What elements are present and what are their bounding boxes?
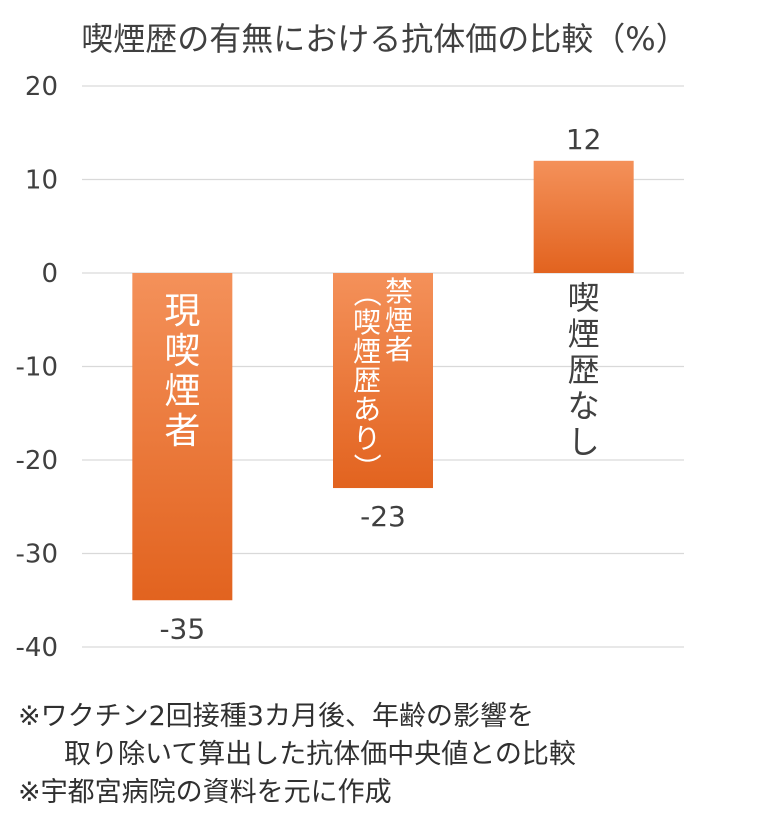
category-label: ） <box>350 453 383 481</box>
category-label: 喫 <box>353 306 381 339</box>
category-label: 喫 <box>568 279 600 317</box>
category-label: り <box>353 422 381 455</box>
data-label: -35 <box>159 612 205 645</box>
category-label: （ <box>350 279 383 307</box>
y-tick-label: 20 <box>25 72 58 102</box>
category-label: 現 <box>164 291 200 332</box>
bar <box>533 160 634 273</box>
category-label: 禁 <box>385 275 413 308</box>
y-tick-label: -40 <box>16 633 58 663</box>
chart-title: 喫煙歴の有無における抗体価の比較（%） <box>81 20 688 58</box>
category-label: 者 <box>164 411 200 452</box>
y-tick-label: -30 <box>16 540 58 570</box>
bar <box>333 273 433 489</box>
category-label: し <box>568 423 600 461</box>
data-label: 12 <box>566 123 602 156</box>
footnote-3: ※宇都宮病院の資料を元に作成 <box>18 777 392 808</box>
category-label: な <box>568 387 600 425</box>
category-label: 煙 <box>164 371 200 412</box>
bars <box>132 160 634 601</box>
category-label: 歴 <box>568 351 600 389</box>
footnote-2: 取り除いて算出した抗体価中央値との比較 <box>64 739 576 770</box>
y-tick-label: 10 <box>25 166 58 196</box>
category-label: 喫 <box>164 331 200 372</box>
footnote-1: ※ワクチン2回接種3カ月後、年齢の影響を <box>18 701 534 732</box>
category-label: 煙 <box>353 335 381 368</box>
data-label: -23 <box>360 500 406 533</box>
bar <box>132 273 233 601</box>
y-tick-label: 0 <box>41 259 58 289</box>
y-axis-tick-labels: 20 10 0 -10 -20 -30 -40 <box>16 72 58 663</box>
category-label: 歴 <box>353 364 381 397</box>
y-tick-label: -20 <box>16 446 58 476</box>
category-label: 煙 <box>568 315 600 353</box>
y-tick-label: -10 <box>16 353 58 383</box>
category-label: あ <box>353 393 381 426</box>
category-label: 煙 <box>385 304 413 337</box>
category-label: 者 <box>385 333 413 366</box>
